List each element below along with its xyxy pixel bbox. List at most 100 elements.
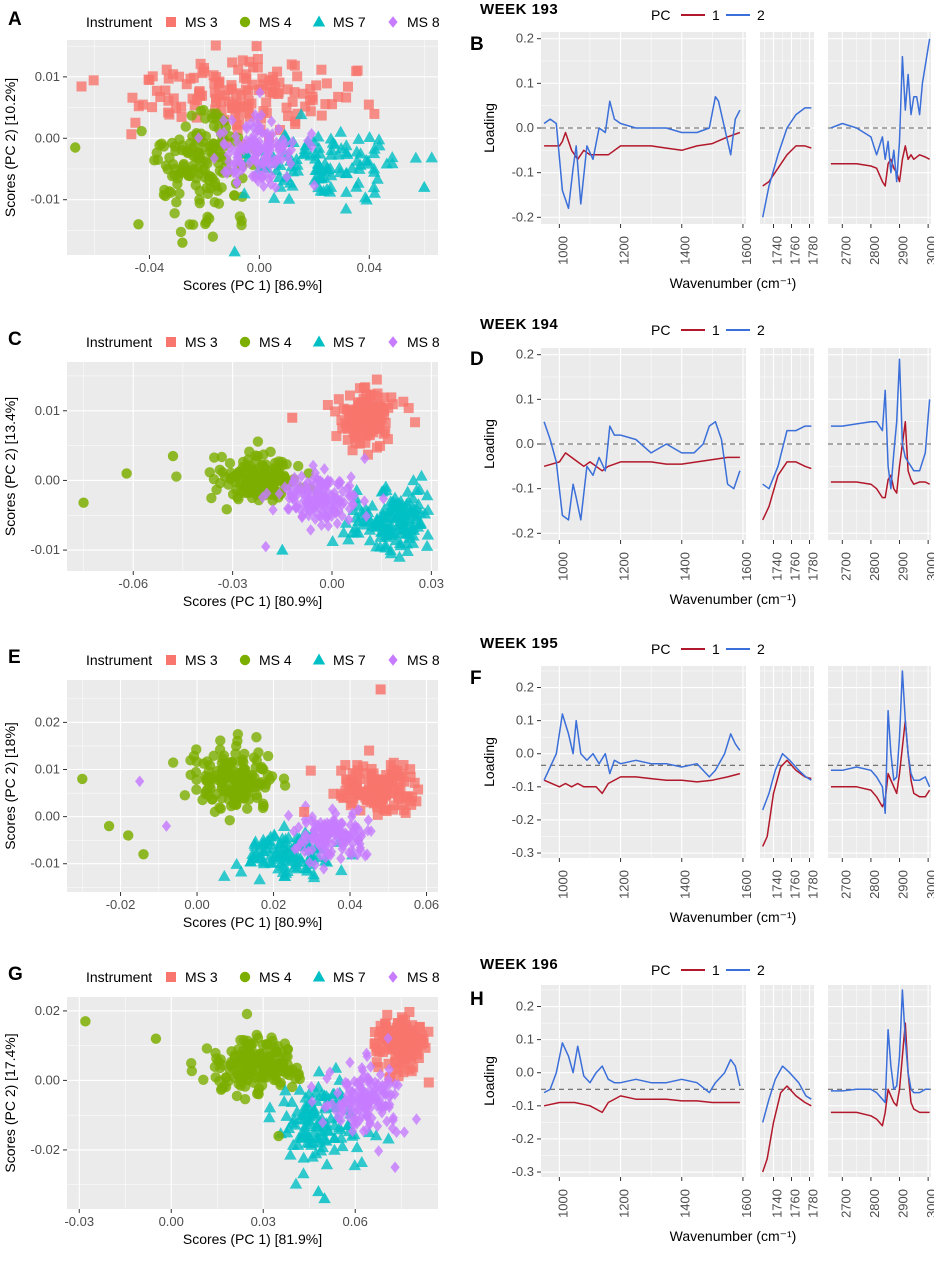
data-point xyxy=(278,820,291,832)
data-point xyxy=(363,814,373,826)
data-point xyxy=(315,475,325,487)
data-point xyxy=(372,809,383,820)
x-tick-label: 1400 xyxy=(678,552,693,581)
outlier-point xyxy=(77,773,88,785)
data-point xyxy=(292,71,303,82)
week-title: WEEK 194 xyxy=(480,316,558,333)
data-point xyxy=(76,81,87,92)
y-tick-label: -0.01 xyxy=(30,856,60,871)
data-point xyxy=(249,835,262,847)
data-point xyxy=(283,111,294,122)
data-point xyxy=(251,789,262,801)
data-point xyxy=(278,134,288,146)
legend-marker xyxy=(166,337,176,347)
data-point xyxy=(349,1116,359,1128)
data-point xyxy=(265,446,276,458)
data-point xyxy=(185,73,196,84)
data-point xyxy=(393,793,404,804)
data-point xyxy=(357,789,368,800)
data-point xyxy=(358,761,369,772)
data-point xyxy=(348,807,358,820)
data-point xyxy=(333,1087,343,1099)
data-point xyxy=(324,162,337,174)
y-tick-label: -0.1 xyxy=(512,779,534,794)
data-point xyxy=(345,1094,355,1106)
x-tick-label: 0.04 xyxy=(337,897,362,912)
legend-label: 2 xyxy=(757,641,765,657)
outlier-point xyxy=(312,1185,325,1197)
data-point xyxy=(171,471,182,482)
data-point xyxy=(252,54,263,65)
panel-label: D xyxy=(470,349,484,370)
data-point xyxy=(277,459,288,471)
data-point xyxy=(350,1141,364,1153)
data-point xyxy=(126,129,137,140)
scatter-panel-c: C Instrument MS 3 MS 4 MS 7 MS 8 -0.06 -0.03 0.0… xyxy=(2,329,444,609)
data-point xyxy=(219,114,229,127)
x-tick-label: 1780 xyxy=(806,552,821,581)
data-point xyxy=(243,473,254,484)
data-point xyxy=(408,1062,419,1073)
series-line-pc2 xyxy=(543,713,741,781)
data-point xyxy=(353,822,363,834)
data-point xyxy=(383,1032,393,1045)
data-point xyxy=(294,852,307,864)
facet-background xyxy=(828,666,931,858)
data-point xyxy=(293,499,303,511)
data-point xyxy=(344,513,354,526)
data-point xyxy=(316,519,327,531)
series-line-pc2 xyxy=(830,358,931,490)
data-point xyxy=(407,1020,418,1031)
data-point xyxy=(371,374,382,385)
data-point xyxy=(411,796,422,807)
data-point xyxy=(335,864,348,876)
data-point xyxy=(309,147,322,159)
data-point xyxy=(201,182,213,194)
data-point xyxy=(258,79,269,90)
data-point xyxy=(218,750,230,761)
data-point xyxy=(198,1074,209,1086)
data-point xyxy=(195,105,206,117)
data-point xyxy=(393,537,407,549)
data-point xyxy=(341,776,352,787)
data-point xyxy=(201,216,212,228)
data-point xyxy=(259,180,269,193)
data-point xyxy=(326,99,337,110)
data-point xyxy=(195,91,206,102)
y-tick-label: 0.00 xyxy=(35,130,60,145)
loading-panel-f: WEEK 195 F PC 1 2 1000 1200 1400 1600 1740 1760 178… xyxy=(470,635,934,925)
data-point xyxy=(250,109,260,121)
data-point xyxy=(319,502,330,515)
data-point xyxy=(288,1113,301,1125)
y-tick-label: 0.00 xyxy=(35,1072,60,1087)
data-point xyxy=(296,1128,309,1140)
y-tick-label: -0.3 xyxy=(512,845,534,860)
data-point xyxy=(341,92,352,103)
data-point xyxy=(399,1052,410,1063)
data-point xyxy=(169,141,181,152)
data-point xyxy=(209,1061,221,1073)
data-point xyxy=(352,132,365,144)
data-point xyxy=(371,1042,382,1053)
data-point xyxy=(230,748,241,759)
outlier-point xyxy=(251,41,262,52)
legend-label: MS 4 xyxy=(259,14,292,30)
data-point xyxy=(211,789,222,800)
data-point xyxy=(216,451,228,463)
data-point xyxy=(252,1088,263,1100)
data-point xyxy=(355,844,366,856)
data-point xyxy=(176,111,187,122)
data-point xyxy=(347,497,358,510)
data-point xyxy=(137,99,148,110)
data-point xyxy=(327,510,337,523)
outlier-point xyxy=(167,450,179,462)
data-point xyxy=(274,487,284,500)
series-line-pc2 xyxy=(761,1065,812,1123)
data-point xyxy=(400,807,411,818)
data-point xyxy=(230,857,243,869)
data-point xyxy=(202,158,213,169)
legend-marker xyxy=(166,655,176,665)
outlier-point xyxy=(78,497,89,508)
data-point xyxy=(236,89,247,100)
